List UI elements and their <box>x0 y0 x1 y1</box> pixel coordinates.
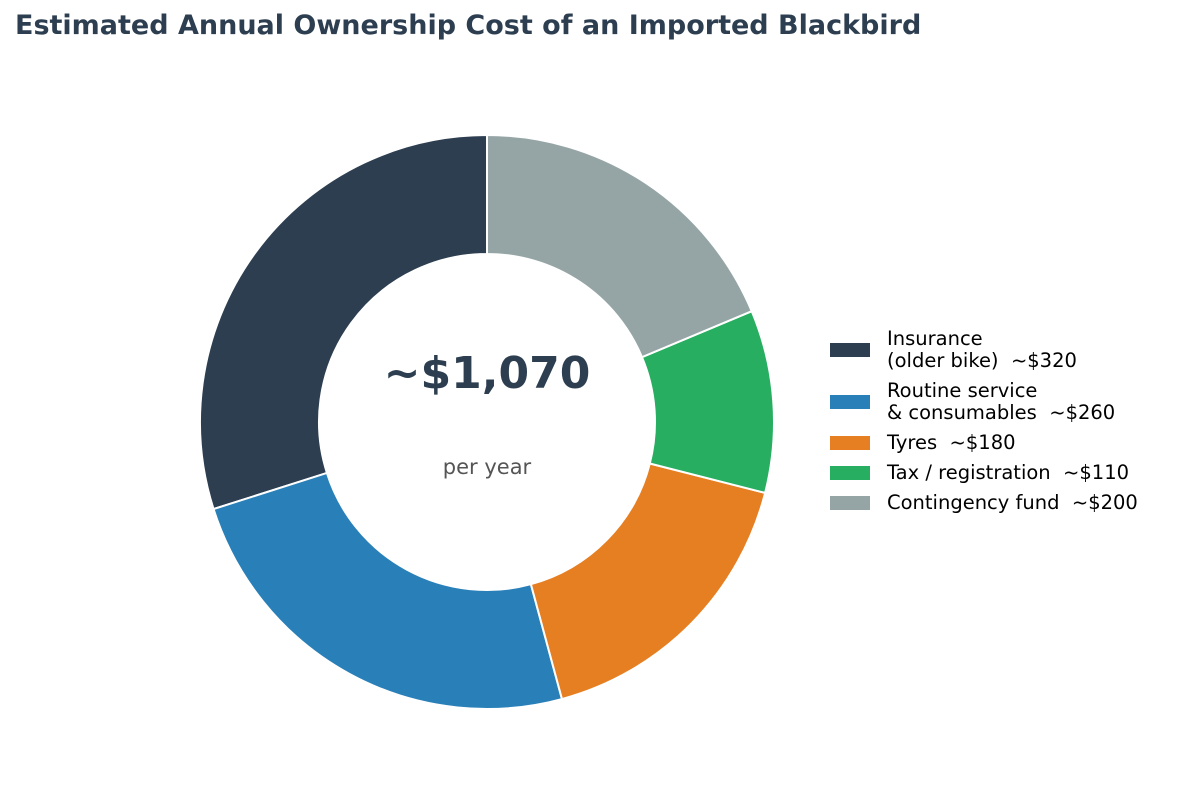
donut-slice-1 <box>212 471 564 710</box>
chart-title: Estimated Annual Ownership Cost of an Im… <box>15 10 922 41</box>
legend-label: Insurance (older bike) ~$320 <box>887 327 1077 372</box>
chart-legend: Insurance (older bike) ~$320 Routine serv… <box>830 328 1138 522</box>
donut-slice-4 <box>486 133 754 359</box>
donut-slice-0 <box>199 133 488 511</box>
donut-slices <box>199 133 775 710</box>
legend-label: Routine service & consumables ~$260 <box>887 379 1116 424</box>
donut-slice-2 <box>529 462 767 701</box>
legend-item-0: Insurance (older bike) ~$320 <box>830 328 1138 372</box>
legend-item-4: Contingency fund ~$200 <box>830 492 1138 514</box>
legend-item-2: Tyres ~$180 <box>830 432 1138 454</box>
legend-swatch <box>830 436 870 450</box>
legend-swatch <box>830 466 870 480</box>
legend-swatch <box>830 343 870 357</box>
legend-swatch <box>830 496 870 510</box>
center-total-caption: per year <box>443 455 532 479</box>
legend-item-3: Tax / registration ~$110 <box>830 462 1138 484</box>
legend-swatch <box>830 395 870 409</box>
legend-item-1: Routine service & consumables ~$260 <box>830 380 1138 424</box>
center-total-value: ~$1,070 <box>384 348 591 399</box>
legend-label: Tyres ~$180 <box>887 431 1016 454</box>
legend-label: Contingency fund ~$200 <box>887 491 1138 514</box>
legend-label: Tax / registration ~$110 <box>887 461 1130 484</box>
